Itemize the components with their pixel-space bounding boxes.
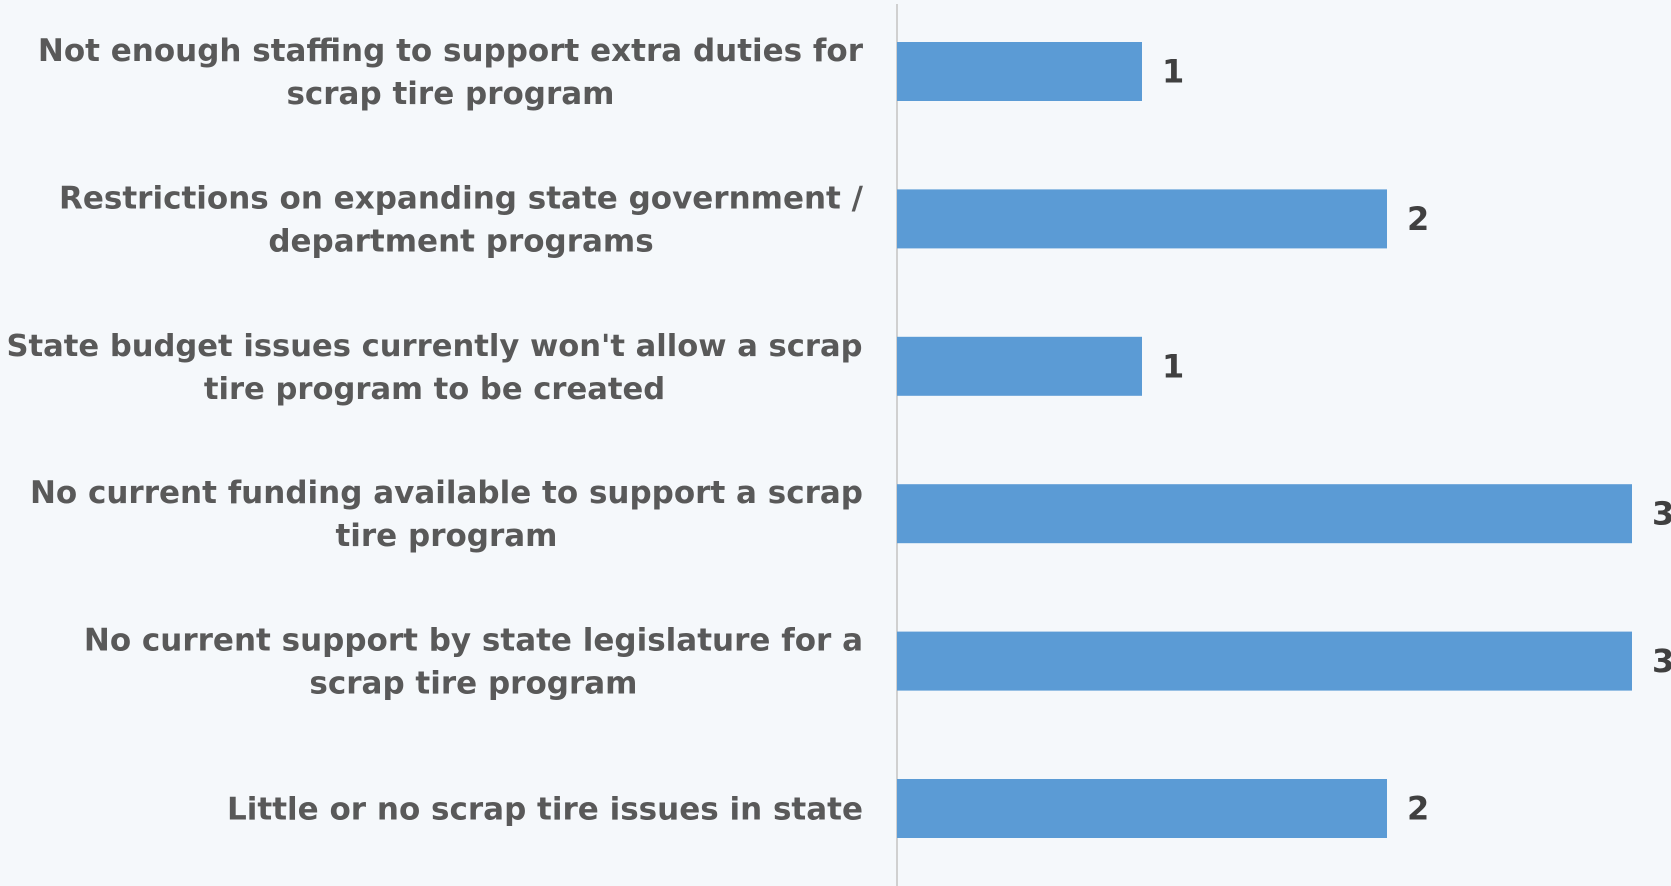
- category-label-line: No current support by state legislature …: [84, 623, 863, 659]
- bar-value-label: 2: [1407, 790, 1429, 828]
- bar: [897, 484, 1632, 544]
- bar-value-label: 1: [1162, 53, 1184, 91]
- category-label-line: Not enough staffing to support extra dut…: [38, 33, 864, 69]
- bar-value-label: 3: [1652, 642, 1671, 680]
- bar-value-label: 3: [1652, 495, 1671, 533]
- bars: [897, 42, 1632, 838]
- category-label-line: department programs: [268, 223, 653, 259]
- category-label-line: State budget issues currently won't allo…: [7, 329, 863, 364]
- category-label-line: Restrictions on expanding state governme…: [59, 180, 864, 216]
- category-label: Restrictions on expanding state governme…: [59, 180, 864, 259]
- bar: [897, 631, 1632, 691]
- category-label: Little or no scrap tire issues in state: [227, 792, 863, 828]
- category-label-line: scrap tire program: [309, 666, 637, 702]
- bar: [897, 42, 1142, 101]
- category-label-line: Little or no scrap tire issues in state: [227, 792, 863, 828]
- data-labels: 1 2 1 3 3 2: [1162, 53, 1671, 828]
- category-label: No current support by state legislature …: [84, 623, 863, 702]
- category-label: No current funding available to support …: [30, 475, 863, 554]
- category-label-line: scrap tire program: [286, 76, 614, 112]
- category-label: State budget issues currently won't allo…: [7, 329, 863, 407]
- bar: [897, 189, 1387, 249]
- bar-value-label: 2: [1407, 200, 1429, 238]
- bar-value-label: 1: [1162, 347, 1184, 385]
- category-label-line: tire program to be created: [204, 372, 665, 407]
- category-label: Not enough staffing to support extra dut…: [38, 33, 864, 112]
- bar: [897, 779, 1387, 838]
- bar: [897, 336, 1142, 396]
- category-label-line: No current funding available to support …: [30, 475, 863, 511]
- category-label-line: tire program: [335, 518, 557, 554]
- category-labels: Not enough staffing to support extra dut…: [7, 33, 864, 828]
